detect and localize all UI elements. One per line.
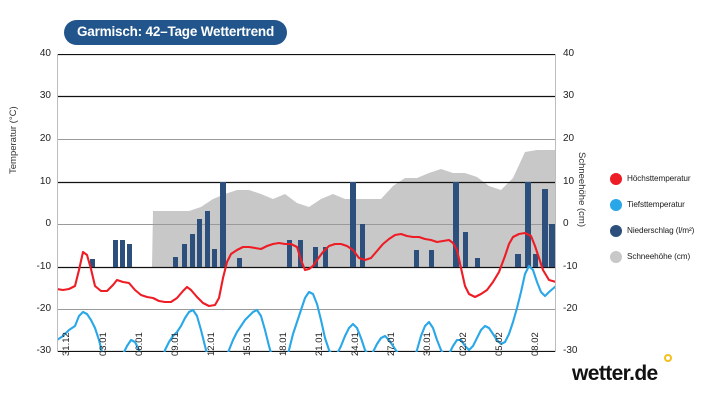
x-tick-10: 30.01	[422, 332, 433, 356]
x-tick-4: 12.01	[206, 332, 217, 356]
y-tick-left-0: 40	[39, 48, 51, 59]
legend-swatch-snow-depth-icon	[610, 250, 622, 263]
y-tick-right-3: 10	[563, 176, 575, 187]
x-tick-2: 06.01	[134, 332, 145, 356]
low-temperature-line	[57, 264, 556, 352]
legend-label-low-temp: Tiefsttemperatur	[627, 200, 685, 209]
chart-title-text: Garmisch: 42–Tage Wettertrend	[77, 24, 275, 39]
y-axis-right-title: Schneehöhe (cm)	[576, 152, 587, 227]
y-tick-left-2: 20	[39, 133, 51, 144]
chart-legend: Höchsttemperatur Tiefsttemperatur Nieder…	[610, 172, 717, 276]
x-tick-9: 27.01	[386, 332, 397, 356]
y-tick-right-7: -30	[563, 345, 578, 356]
x-tick-5: 15.01	[242, 332, 253, 356]
y-tick-left-6: -20	[36, 303, 51, 314]
y-tick-right-2: 20	[563, 133, 575, 144]
legend-item-snow-depth[interactable]: Schneehöhe (cm)	[610, 250, 717, 263]
legend-label-high-temp: Höchsttemperatur	[627, 174, 691, 183]
x-tick-7: 21.01	[314, 332, 325, 356]
wetter-de-logo[interactable]: wetter.de	[572, 362, 658, 385]
high-temperature-line	[57, 231, 556, 308]
legend-swatch-low-temp-icon	[610, 198, 622, 211]
x-tick-6: 18.01	[278, 332, 289, 356]
y-tick-right-6: -20	[563, 303, 578, 314]
legend-item-high-temp[interactable]: Höchsttemperatur	[610, 172, 717, 185]
y-tick-right-5: -10	[563, 261, 578, 272]
y-tick-left-3: 10	[39, 176, 51, 187]
precipitation-bars	[90, 182, 555, 267]
x-tick-11: 02.02	[458, 332, 469, 356]
y-tick-right-4: 0	[563, 218, 569, 229]
x-tick-8: 24.01	[350, 332, 361, 356]
x-tick-13: 08.02	[530, 332, 541, 356]
x-tick-3: 09.01	[170, 332, 181, 356]
x-tick-0: 31.12	[61, 332, 72, 356]
sun-icon	[664, 354, 672, 362]
legend-swatch-high-temp-icon	[610, 172, 622, 185]
weather-trend-chart: Temperatur (°C) Schneehöhe (cm) 40 30 20…	[8, 48, 587, 356]
chart-title-badge: Garmisch: 42–Tage Wettertrend	[64, 20, 288, 45]
legend-item-low-temp[interactable]: Tiefsttemperatur	[610, 198, 717, 211]
y-tick-left-7: -30	[36, 345, 51, 356]
legend-item-precipitation[interactable]: Niederschlag (l/m²)	[610, 224, 717, 237]
legend-swatch-precipitation-icon	[610, 224, 622, 237]
y-axis-left-title: Temperatur (°C)	[8, 106, 19, 174]
y-tick-left-5: -10	[36, 261, 51, 272]
legend-label-precipitation: Niederschlag (l/m²)	[627, 226, 695, 235]
y-tick-right-1: 30	[563, 90, 575, 101]
y-tick-left-4: 0	[45, 218, 51, 229]
x-tick-1: 03.01	[98, 332, 109, 356]
chart-plot-svg	[57, 54, 556, 352]
snow-depth-area	[57, 150, 556, 267]
legend-label-snow-depth: Schneehöhe (cm)	[627, 252, 691, 261]
x-tick-12: 05.02	[494, 332, 505, 356]
y-tick-left-1: 30	[39, 90, 51, 101]
y-tick-right-0: 40	[563, 48, 575, 59]
